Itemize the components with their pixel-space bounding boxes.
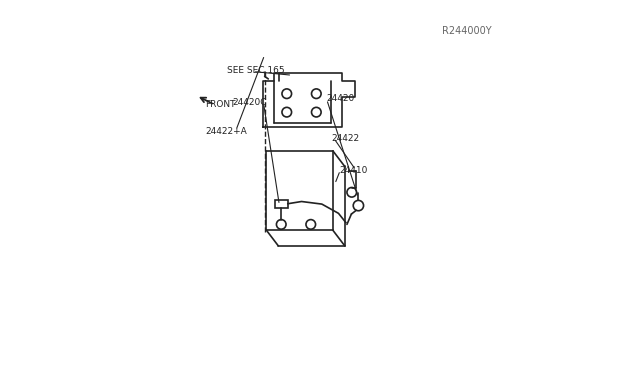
Text: R244000Y: R244000Y (442, 26, 492, 36)
Text: 24422: 24422 (332, 134, 360, 143)
Text: FRONT: FRONT (205, 100, 236, 109)
Text: 24410: 24410 (340, 166, 368, 175)
Text: 24420C: 24420C (232, 98, 267, 107)
Text: SEE SEC.165: SEE SEC.165 (227, 66, 285, 75)
Text: 24422+A: 24422+A (205, 127, 247, 136)
Text: 24420: 24420 (326, 94, 355, 103)
Bar (275, 200, 288, 208)
